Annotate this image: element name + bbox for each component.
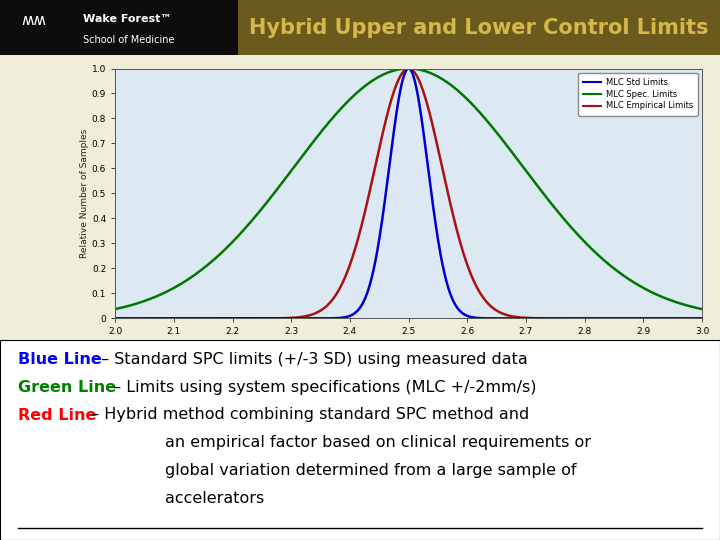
X-axis label: MLC Speed (cm/sec): MLC Speed (cm/sec) — [359, 341, 459, 350]
Text: School of Medicine: School of Medicine — [83, 35, 174, 45]
Text: – Standard SPC limits (+/-3 SD) using measured data: – Standard SPC limits (+/-3 SD) using me… — [96, 352, 528, 367]
Text: global variation determined from a large sample of: global variation determined from a large… — [165, 463, 577, 478]
Y-axis label: Relative Number of Samples: Relative Number of Samples — [80, 129, 89, 258]
Text: ʍʍ: ʍʍ — [22, 14, 47, 29]
Text: – Limits using system specifications (MLC +/-2mm/s): – Limits using system specifications (ML… — [108, 380, 536, 395]
Text: – Hybrid method combining standard SPC method and: – Hybrid method combining standard SPC m… — [86, 408, 529, 422]
Bar — [238, 0, 720, 55]
Text: Blue Line: Blue Line — [18, 352, 102, 367]
Text: Green Line: Green Line — [18, 380, 116, 395]
Text: Wake Forest™: Wake Forest™ — [83, 14, 171, 24]
Text: accelerators: accelerators — [165, 491, 264, 506]
Bar — [0, 0, 238, 55]
Legend: MLC Std Limits, MLC Spec. Limits, MLC Empirical Limits: MLC Std Limits, MLC Spec. Limits, MLC Em… — [578, 73, 698, 116]
Text: an empirical factor based on clinical requirements or: an empirical factor based on clinical re… — [165, 435, 591, 450]
Text: Hybrid Upper and Lower Control Limits: Hybrid Upper and Lower Control Limits — [249, 17, 708, 37]
Text: Red Line: Red Line — [18, 408, 96, 422]
